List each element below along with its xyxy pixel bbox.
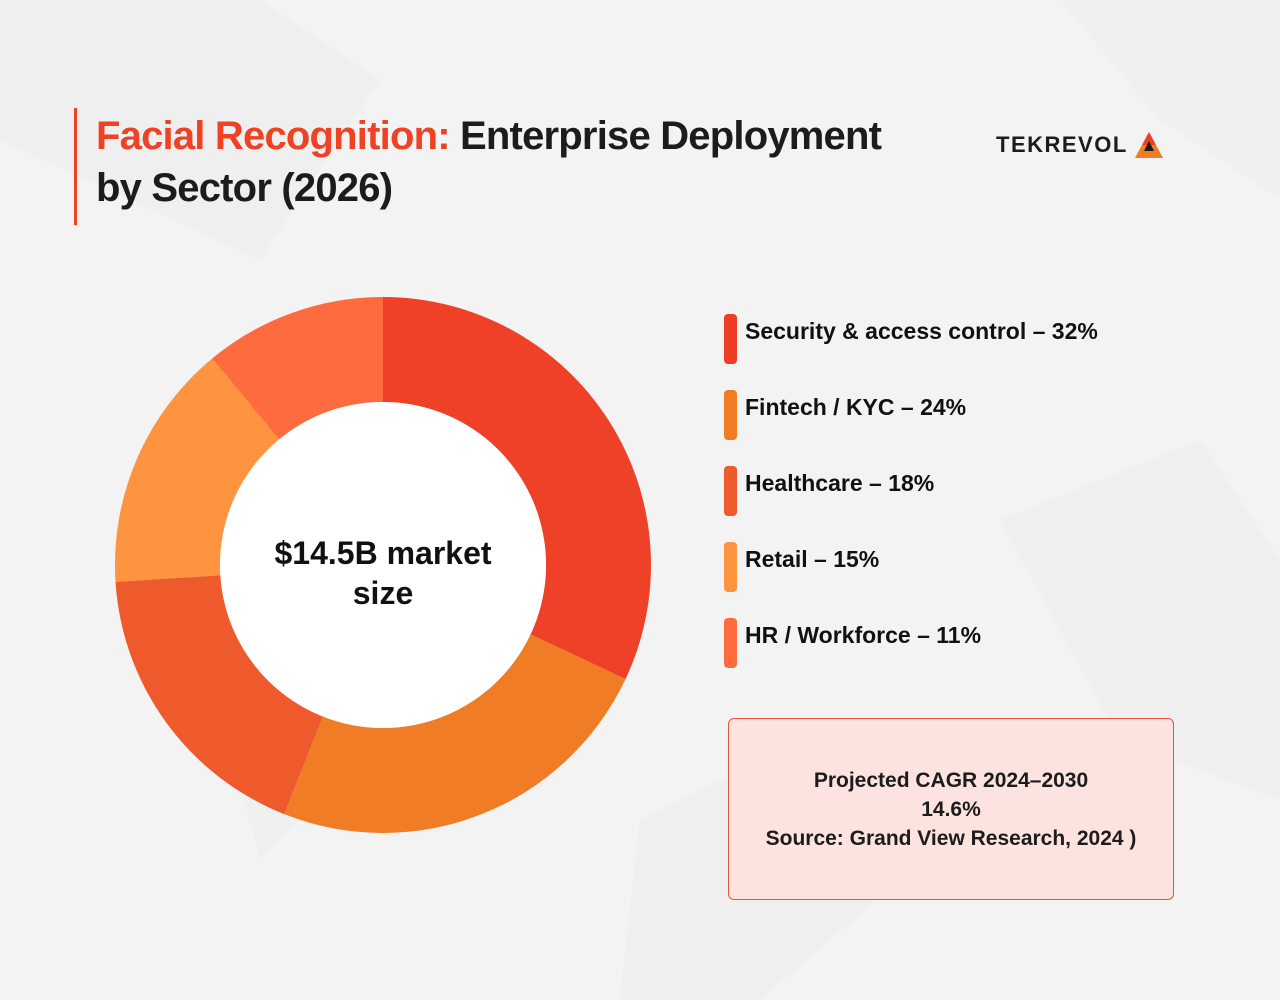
donut-slice-4 [212,297,383,440]
cagr-note-box: Projected CAGR 2024–2030 14.6% Source: G… [728,718,1174,900]
title-accent-bar [74,108,77,225]
legend-item: Healthcare – 18% [724,466,934,516]
legend-swatch [724,466,737,516]
legend-label: Retail – 15% [745,545,880,572]
donut-slice-1 [284,634,626,833]
chart-center-label: $14.5B market size [274,535,492,611]
note-line-source: Source: Grand View Research, 2024 ) [765,826,1137,850]
legend-item: HR / Workforce – 11% [724,618,981,668]
legend-item: Fintech / KYC – 24% [724,390,966,440]
donut-slice-3 [115,358,280,582]
triangle-mark-icon [1134,132,1163,158]
donut-slice-2 [115,575,323,815]
legend-label: HR / Workforce – 11% [745,621,982,648]
page-title: Facial Recognition: Enterprise Deploymen… [96,110,936,214]
legend-label: Fintech / KYC – 24% [745,393,967,420]
legend-label: Healthcare – 18% [745,469,935,496]
note-line-cagr: Projected CAGR 2024–2030 [813,768,1089,792]
donut-hole [220,402,546,728]
legend-swatch [724,542,737,592]
donut-slice-0 [383,297,652,680]
title-accent: Facial Recognition: [96,114,451,158]
legend-swatch [724,618,737,668]
brand-logo: TEKREVOL [996,128,1164,162]
legend-item: Retail – 15% [724,542,879,592]
legend-label: Security & access control – 32% [745,317,1098,344]
title-rest: Enterprise Deployment by Sector (2026) [96,114,882,210]
legend-swatch [724,314,737,364]
logo-text: TEKREVOL [996,132,1128,157]
legend-item: Security & access control – 32% [724,314,1098,364]
legend-swatch [724,390,737,440]
note-line-value: 14.6% [921,797,981,821]
